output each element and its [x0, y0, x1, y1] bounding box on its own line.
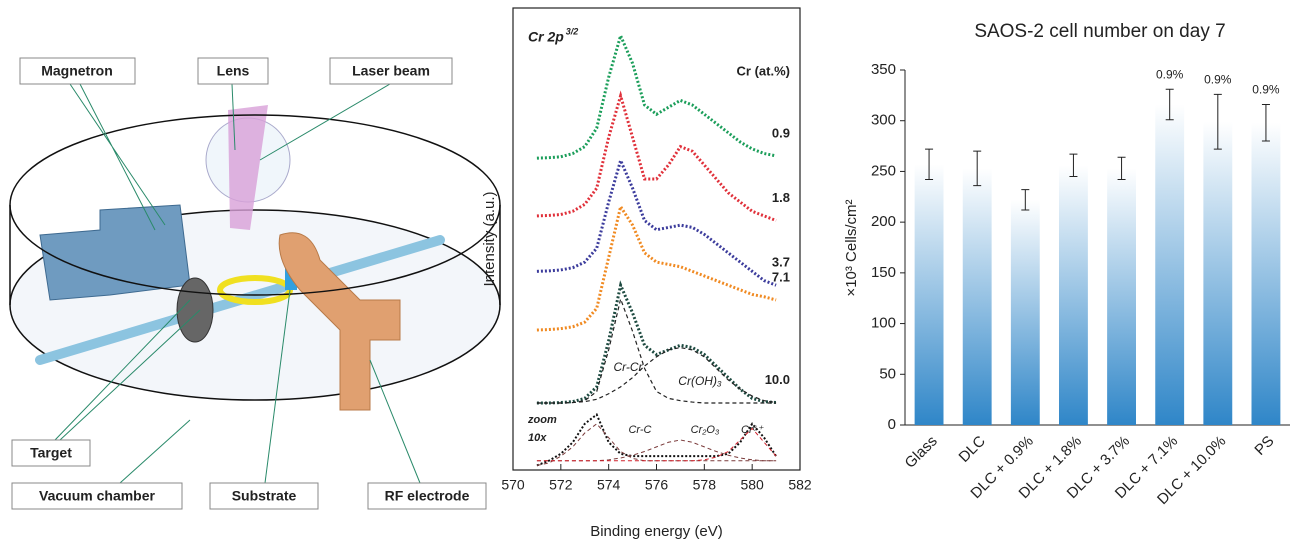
x-tick-label: PS: [1251, 433, 1277, 459]
x-axis-label: Binding energy (eV): [590, 523, 723, 540]
fit-component: [536, 346, 777, 404]
diagram-label: Laser beam: [352, 63, 430, 79]
x-tick-label: 572: [549, 477, 573, 493]
error-bar: [1261, 103, 1270, 142]
component-label: Cr-Cr: [613, 360, 643, 374]
zoom-component: [536, 427, 777, 462]
x-tick-label: DLC: [956, 433, 989, 466]
diagram-label: RF electrode: [385, 488, 470, 504]
error-bar: [1165, 88, 1174, 121]
x-tick-label: 578: [693, 477, 717, 493]
spectrum: [536, 156, 777, 287]
bar: [1107, 168, 1136, 425]
error-bar: [1213, 93, 1222, 150]
bar: [1059, 165, 1088, 426]
zoom-component: [536, 439, 777, 462]
diagram-label: Magnetron: [41, 63, 113, 79]
y-tick-label: 0: [888, 416, 896, 433]
x-tick-label: 570: [501, 477, 525, 493]
zoom-spectrum: [536, 412, 777, 467]
y-tick-label: 100: [871, 315, 896, 332]
series-label: 3.7: [772, 255, 790, 270]
bar-annotation: 0.9%: [1204, 73, 1232, 87]
component-label: Cr-C: [628, 424, 651, 436]
y-tick-label: 200: [871, 213, 896, 230]
bar: [914, 164, 944, 426]
x-tick-label: 576: [645, 477, 669, 493]
error-bar: [973, 150, 982, 187]
legend-title: Cr (at.%): [737, 63, 790, 78]
laser-beam: [228, 105, 268, 230]
x-tick-label: Glass: [902, 433, 941, 472]
bar: [962, 168, 992, 425]
spectrum: [536, 280, 777, 405]
bar: [1251, 122, 1281, 425]
series-label: 1.8: [772, 190, 790, 205]
component-label: Cr(OH)₃: [678, 374, 722, 388]
target: [176, 277, 214, 343]
chart-title: Cr 2p: [528, 29, 564, 45]
y-tick-label: 250: [871, 162, 896, 179]
chamber-top: [9, 114, 501, 296]
component-label: Cr₂O₃: [691, 424, 720, 436]
spectrum: [536, 90, 777, 222]
series-label: 7.1: [772, 269, 790, 284]
diagram-label: Lens: [217, 63, 250, 79]
y-axis-label: ×10³ Cells/cm²: [843, 199, 860, 296]
rf-electrode: [278, 232, 401, 411]
bar: [1155, 104, 1185, 425]
component-label: Cr⁶⁺: [741, 424, 764, 436]
bar: [1203, 121, 1233, 425]
error-bar: [1069, 153, 1078, 177]
zoom-label: zoom: [527, 414, 557, 426]
series-label: 10.0: [765, 372, 790, 387]
spectrum: [536, 31, 777, 160]
spectrum: [536, 202, 777, 332]
bar: [1010, 199, 1040, 425]
xps-chart: 570 572 574 576 578 580 582 Binding energy (eV)…: [481, 7, 812, 540]
series-label: 0.9: [772, 125, 790, 140]
y-tick-label: 150: [871, 264, 896, 281]
setup-diagram: Magnetron Lens Laser beam Target Vacuum …: [9, 57, 501, 510]
label-boxes: [11, 57, 487, 510]
y-tick-label: 350: [871, 61, 896, 78]
chart-title: SAOS-2 cell number on day 7: [974, 21, 1225, 42]
leader-lines: [54, 83, 421, 484]
error-bar: [925, 148, 934, 181]
y-tick-label: 300: [871, 112, 896, 129]
fit-component: [536, 296, 777, 404]
bar-annotation: 0.9%: [1252, 83, 1280, 97]
diagram-label: Vacuum chamber: [39, 488, 155, 504]
chart-title-superscript: 3/2: [566, 26, 579, 36]
magnetron: [39, 204, 191, 301]
y-axis-label: Intensity (a.u.): [481, 191, 498, 286]
bar-annotation: 0.9%: [1156, 67, 1184, 81]
bar-chart: SAOS-2 cell number on day 7 ×10³ Cells/cm…: [843, 21, 1290, 508]
error-bar: [1021, 189, 1030, 211]
y-tick-label: 50: [879, 365, 896, 382]
x-tick-label: 580: [740, 477, 764, 493]
diagram-label: Substrate: [232, 488, 297, 504]
diagram-label: Target: [30, 445, 72, 461]
error-bar: [1117, 156, 1126, 181]
x-tick-label: 582: [788, 477, 812, 493]
x-tick-label: 574: [597, 477, 621, 493]
zoom-factor: 10x: [528, 432, 547, 444]
